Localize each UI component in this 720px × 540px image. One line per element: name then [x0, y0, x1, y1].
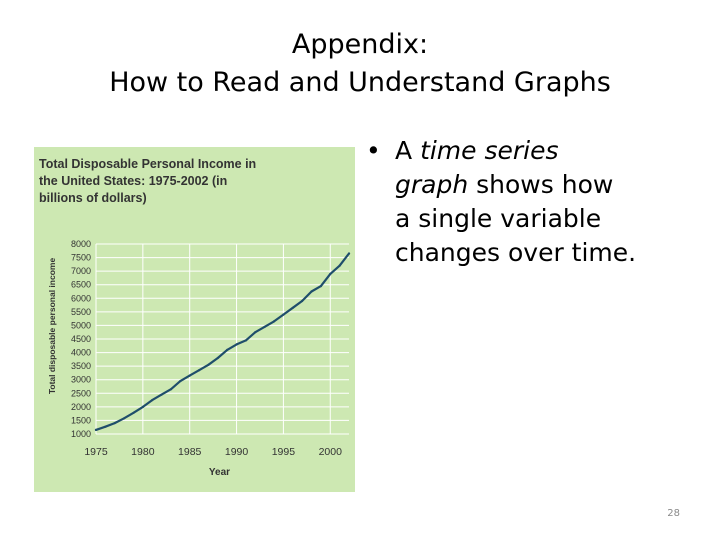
bullet-text: A time series graph shows how a single v… — [395, 134, 695, 270]
chart-title-line-3: billions of dollars) — [39, 191, 147, 205]
data-point — [151, 399, 154, 402]
data-point — [132, 411, 135, 414]
y-tick-label: 6000 — [71, 293, 91, 303]
data-point — [338, 264, 341, 267]
data-point — [282, 313, 285, 316]
series-line-disposable-income — [94, 252, 351, 431]
chart-canvas: 8000 7500 7000 6500 6000 5500 5000 4500 4000 3500… — [47, 239, 351, 478]
data-point — [113, 422, 116, 425]
bullet-line-1: A time series — [395, 134, 695, 168]
y-tick-label: 4500 — [71, 334, 91, 344]
bullet-line-2-suffix: shows how — [468, 170, 614, 199]
slide-title: Appendix: How to Read and Understand Gra… — [0, 26, 720, 102]
page-number: 28 — [667, 508, 680, 519]
y-tick-label: 7500 — [71, 253, 91, 263]
data-point — [310, 290, 313, 293]
y-tick-label: 3000 — [71, 375, 91, 385]
data-point — [347, 252, 351, 255]
data-point — [160, 393, 163, 396]
chart-title-line-1: Total Disposable Personal Income in — [39, 157, 257, 171]
chart-title-line-2: the United States: 1975-2002 (in — [39, 174, 228, 188]
data-point — [272, 320, 276, 323]
x-tick-label: 1975 — [84, 446, 108, 458]
bullet-line-1-prefix: A — [395, 136, 421, 165]
y-tick-label: 4000 — [71, 348, 91, 358]
data-point — [207, 363, 210, 366]
data-point — [104, 425, 107, 428]
data-point — [235, 343, 238, 346]
y-axis-label: Total disposable personal income — [47, 258, 57, 395]
data-point — [94, 428, 98, 431]
x-tick-label: 1985 — [178, 446, 202, 458]
data-point — [226, 348, 229, 351]
bullet-emphasis-graph: graph — [395, 170, 469, 199]
data-point — [244, 339, 247, 342]
y-tick-label: 5500 — [71, 307, 91, 317]
bullet-line-2: graph shows how — [395, 168, 695, 202]
data-point — [179, 380, 182, 383]
data-point — [141, 405, 144, 408]
data-point — [123, 417, 126, 420]
y-tick-label: 1500 — [71, 415, 91, 425]
bullet-emphasis-time-series: time series — [420, 136, 559, 165]
slide-title-line-2: How to Read and Understand Graphs — [109, 67, 611, 98]
bullet-marker: • — [366, 136, 381, 165]
slide-title-line-1: Appendix: — [291, 29, 429, 60]
data-point — [319, 285, 322, 288]
data-point — [169, 388, 173, 391]
data-point — [301, 299, 304, 303]
x-tick-label: 1990 — [225, 446, 249, 458]
y-tick-label: 6500 — [71, 280, 91, 290]
data-point — [254, 331, 257, 334]
chart-title: Total Disposable Personal Income in the … — [39, 156, 339, 207]
x-tick-label: 2000 — [319, 446, 343, 458]
data-point — [263, 325, 266, 328]
x-tick-label: 1980 — [131, 446, 155, 458]
y-tick-label: 8000 — [71, 239, 91, 249]
data-point — [188, 374, 191, 377]
y-tick-label: 5000 — [71, 320, 91, 330]
data-point — [216, 356, 219, 360]
y-tick-label: 2000 — [71, 402, 91, 412]
y-tick-label: 3500 — [71, 361, 91, 371]
x-axis-label: Year — [209, 467, 230, 478]
y-tick-label: 2500 — [71, 388, 91, 398]
bullet-line-4: changes over time. — [395, 238, 637, 267]
x-tick-label: 1995 — [272, 446, 296, 458]
data-point — [329, 272, 332, 275]
y-tick-label: 1000 — [71, 429, 91, 439]
bullet-line-3: a single variable — [395, 204, 602, 233]
chart-panel: 8000 7500 7000 6500 6000 5500 5000 4500 4000 3500… — [34, 147, 355, 492]
data-point — [198, 369, 201, 372]
y-tick-label: 7000 — [71, 266, 91, 276]
data-point — [291, 306, 294, 309]
